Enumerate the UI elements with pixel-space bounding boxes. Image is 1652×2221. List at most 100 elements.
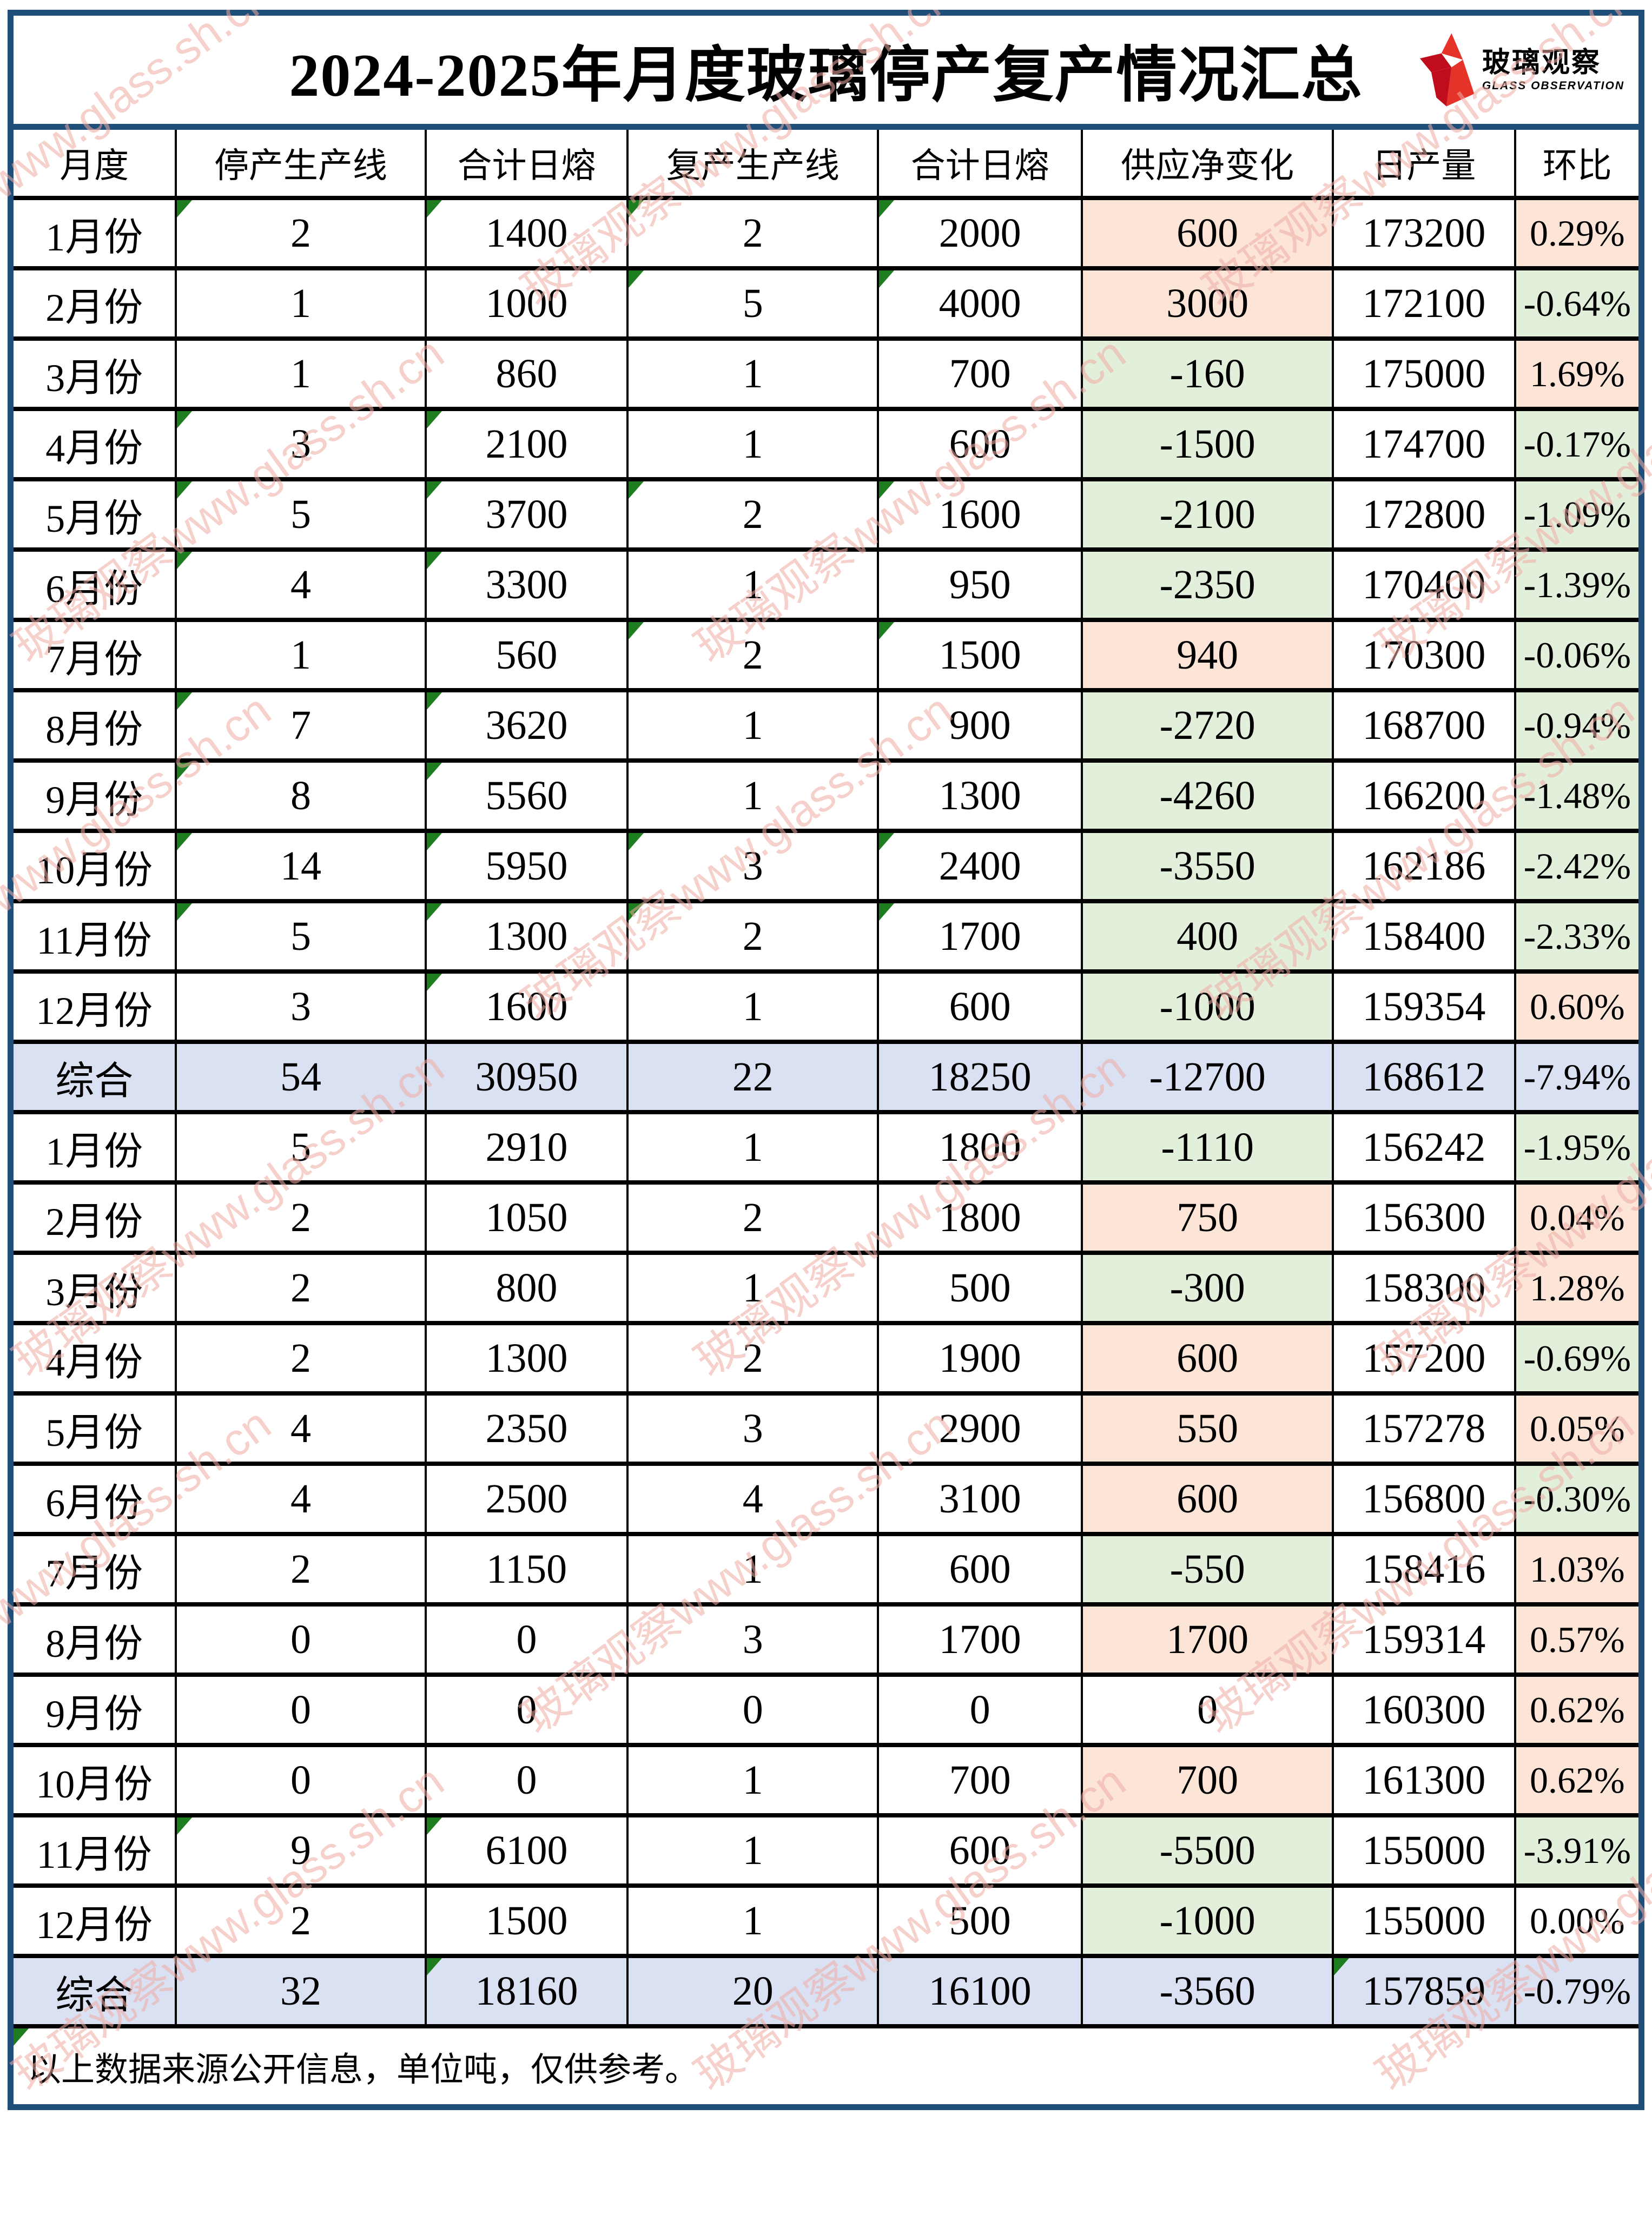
cell-resume-melt: 500	[877, 1883, 1082, 1956]
table-row: 6月份 4 2500 4 3100 600 156800 -0.30%	[14, 1462, 1638, 1534]
cell-resume-lines: 1	[626, 1532, 878, 1604]
cell-resume-lines: 1	[626, 547, 878, 620]
col-header-stop-lines: 停产生产线	[175, 130, 426, 200]
comment-marker-icon	[178, 484, 193, 499]
cell-stop-melt: 860	[424, 336, 628, 409]
cell-month: 2月份	[14, 1180, 176, 1253]
cell-daily-output: 157200	[1332, 1321, 1515, 1393]
cell-net-change: 600	[1081, 1462, 1333, 1534]
table-row: 7月份 2 1150 1 600 -550 158416 1.03%	[14, 1532, 1638, 1604]
cell-stop-melt: 5560	[424, 758, 628, 831]
table-row: 2月份 1 1000 5 4000 3000 172100 -0.64%	[14, 266, 1638, 339]
cell-net-change: 750	[1081, 1180, 1333, 1253]
cell-daily-output: 155000	[1332, 1813, 1515, 1886]
cell-month: 3月份	[14, 1251, 176, 1323]
comment-marker-icon	[178, 835, 193, 850]
cell-resume-lines: 4	[626, 1462, 878, 1534]
comment-marker-icon	[427, 200, 442, 217]
cell-net-change: 1700	[1081, 1602, 1333, 1675]
cell-daily-output: 161300	[1332, 1743, 1515, 1815]
cell-resume-lines: 1	[626, 758, 878, 831]
cell-net-change: -1000	[1081, 969, 1333, 1042]
cell-stop-melt: 0	[424, 1743, 628, 1815]
cell-month: 7月份	[14, 1532, 176, 1604]
comment-marker-icon	[178, 1820, 193, 1835]
cell-net-change: -3560	[1081, 1954, 1333, 2028]
cell-resume-lines: 5	[626, 266, 878, 339]
comment-marker-icon	[427, 905, 442, 921]
col-header-mom: 环比	[1514, 130, 1638, 200]
cell-month: 9月份	[14, 1673, 176, 1745]
comment-marker-icon	[630, 273, 644, 288]
cell-stop-lines: 2	[175, 198, 426, 268]
cell-stop-lines: 4	[175, 1391, 426, 1464]
table-row: 综合 54 30950 22 18250 -12700 168612 -7.94…	[14, 1040, 1638, 1112]
cell-daily-output: 166200	[1332, 758, 1515, 831]
col-header-daily-output: 日产量	[1332, 130, 1515, 200]
cell-stop-lines: 8	[175, 758, 426, 831]
cell-resume-lines: 2	[626, 1180, 878, 1253]
logo-text-en: GLASS OBSERVATION	[1482, 79, 1624, 92]
cell-resume-melt: 700	[877, 336, 1082, 409]
cell-resume-melt: 2400	[877, 829, 1082, 901]
comment-marker-icon	[427, 695, 442, 710]
cell-daily-output: 172800	[1332, 477, 1515, 550]
cell-net-change: -2720	[1081, 688, 1333, 761]
cell-net-change: -1500	[1081, 407, 1333, 479]
cell-mom: 1.03%	[1514, 1532, 1638, 1604]
table-row: 7月份 1 560 2 1500 940 170300 -0.06%	[14, 618, 1638, 690]
cell-resume-melt: 1700	[877, 1602, 1082, 1675]
cell-resume-melt: 2000	[877, 198, 1082, 268]
comment-marker-icon	[630, 484, 644, 499]
cell-month: 1月份	[14, 1110, 176, 1182]
cell-stop-melt: 2350	[424, 1391, 628, 1464]
cell-resume-melt: 4000	[877, 266, 1082, 339]
page-title: 2024-2025年月度玻璃停产复产情况汇总	[289, 42, 1363, 109]
page: 2024-2025年月度玻璃停产复产情况汇总 玻璃观察 GLASS OBSERV…	[0, 10, 1652, 2110]
cell-month: 7月份	[14, 618, 176, 690]
cell-daily-output: 156242	[1332, 1110, 1515, 1182]
logo-star-icon	[1419, 33, 1475, 107]
comment-marker-icon	[427, 484, 442, 499]
cell-net-change: 0	[1081, 1673, 1333, 1745]
cell-mom: 0.04%	[1514, 1180, 1638, 1253]
cell-stop-lines: 3	[175, 969, 426, 1042]
cell-month: 2月份	[14, 266, 176, 339]
cell-mom: 0.62%	[1514, 1743, 1638, 1815]
cell-month: 4月份	[14, 1321, 176, 1393]
cell-mom: 1.28%	[1514, 1251, 1638, 1323]
cell-stop-lines: 2	[175, 1180, 426, 1253]
comment-marker-icon	[427, 1960, 442, 1975]
cell-resume-melt: 500	[877, 1251, 1082, 1323]
col-header-resume-melt: 合计日熔	[877, 130, 1082, 200]
comment-marker-icon	[178, 905, 193, 921]
cell-resume-melt: 1800	[877, 1180, 1082, 1253]
table-row: 4月份 3 2100 1 600 -1500 174700 -0.17%	[14, 407, 1638, 479]
comment-marker-icon	[630, 835, 644, 850]
cell-net-change: -2100	[1081, 477, 1333, 550]
cell-mom: -2.33%	[1514, 899, 1638, 971]
cell-mom: -0.17%	[1514, 407, 1638, 479]
cell-net-change: 600	[1081, 1321, 1333, 1393]
cell-net-change: -160	[1081, 336, 1333, 409]
cell-stop-lines: 0	[175, 1743, 426, 1815]
cell-resume-lines: 3	[626, 1391, 878, 1464]
cell-month: 5月份	[14, 477, 176, 550]
cell-mom: -0.06%	[1514, 618, 1638, 690]
footer-note: 以上数据来源公开信息，单位吨，仅供参考。	[28, 2052, 699, 2088]
cell-resume-lines: 2	[626, 1321, 878, 1393]
cell-mom: -3.91%	[1514, 1813, 1638, 1886]
cell-resume-lines: 1	[626, 407, 878, 479]
cell-stop-melt: 1300	[424, 1321, 628, 1393]
cell-stop-melt: 6100	[424, 1813, 628, 1886]
table-row: 12月份 2 1500 1 500 -1000 155000 0.00%	[14, 1883, 1638, 1956]
cell-net-change: 700	[1081, 1743, 1333, 1815]
cell-resume-melt: 18250	[877, 1040, 1082, 1112]
cell-resume-melt: 2900	[877, 1391, 1082, 1464]
cell-stop-lines: 3	[175, 407, 426, 479]
cell-stop-melt: 0	[424, 1673, 628, 1745]
cell-mom: 0.05%	[1514, 1391, 1638, 1464]
table-row: 8月份 7 3620 1 900 -2720 168700 -0.94%	[14, 688, 1638, 761]
cell-stop-lines: 2	[175, 1321, 426, 1393]
cell-stop-melt: 3700	[424, 477, 628, 550]
